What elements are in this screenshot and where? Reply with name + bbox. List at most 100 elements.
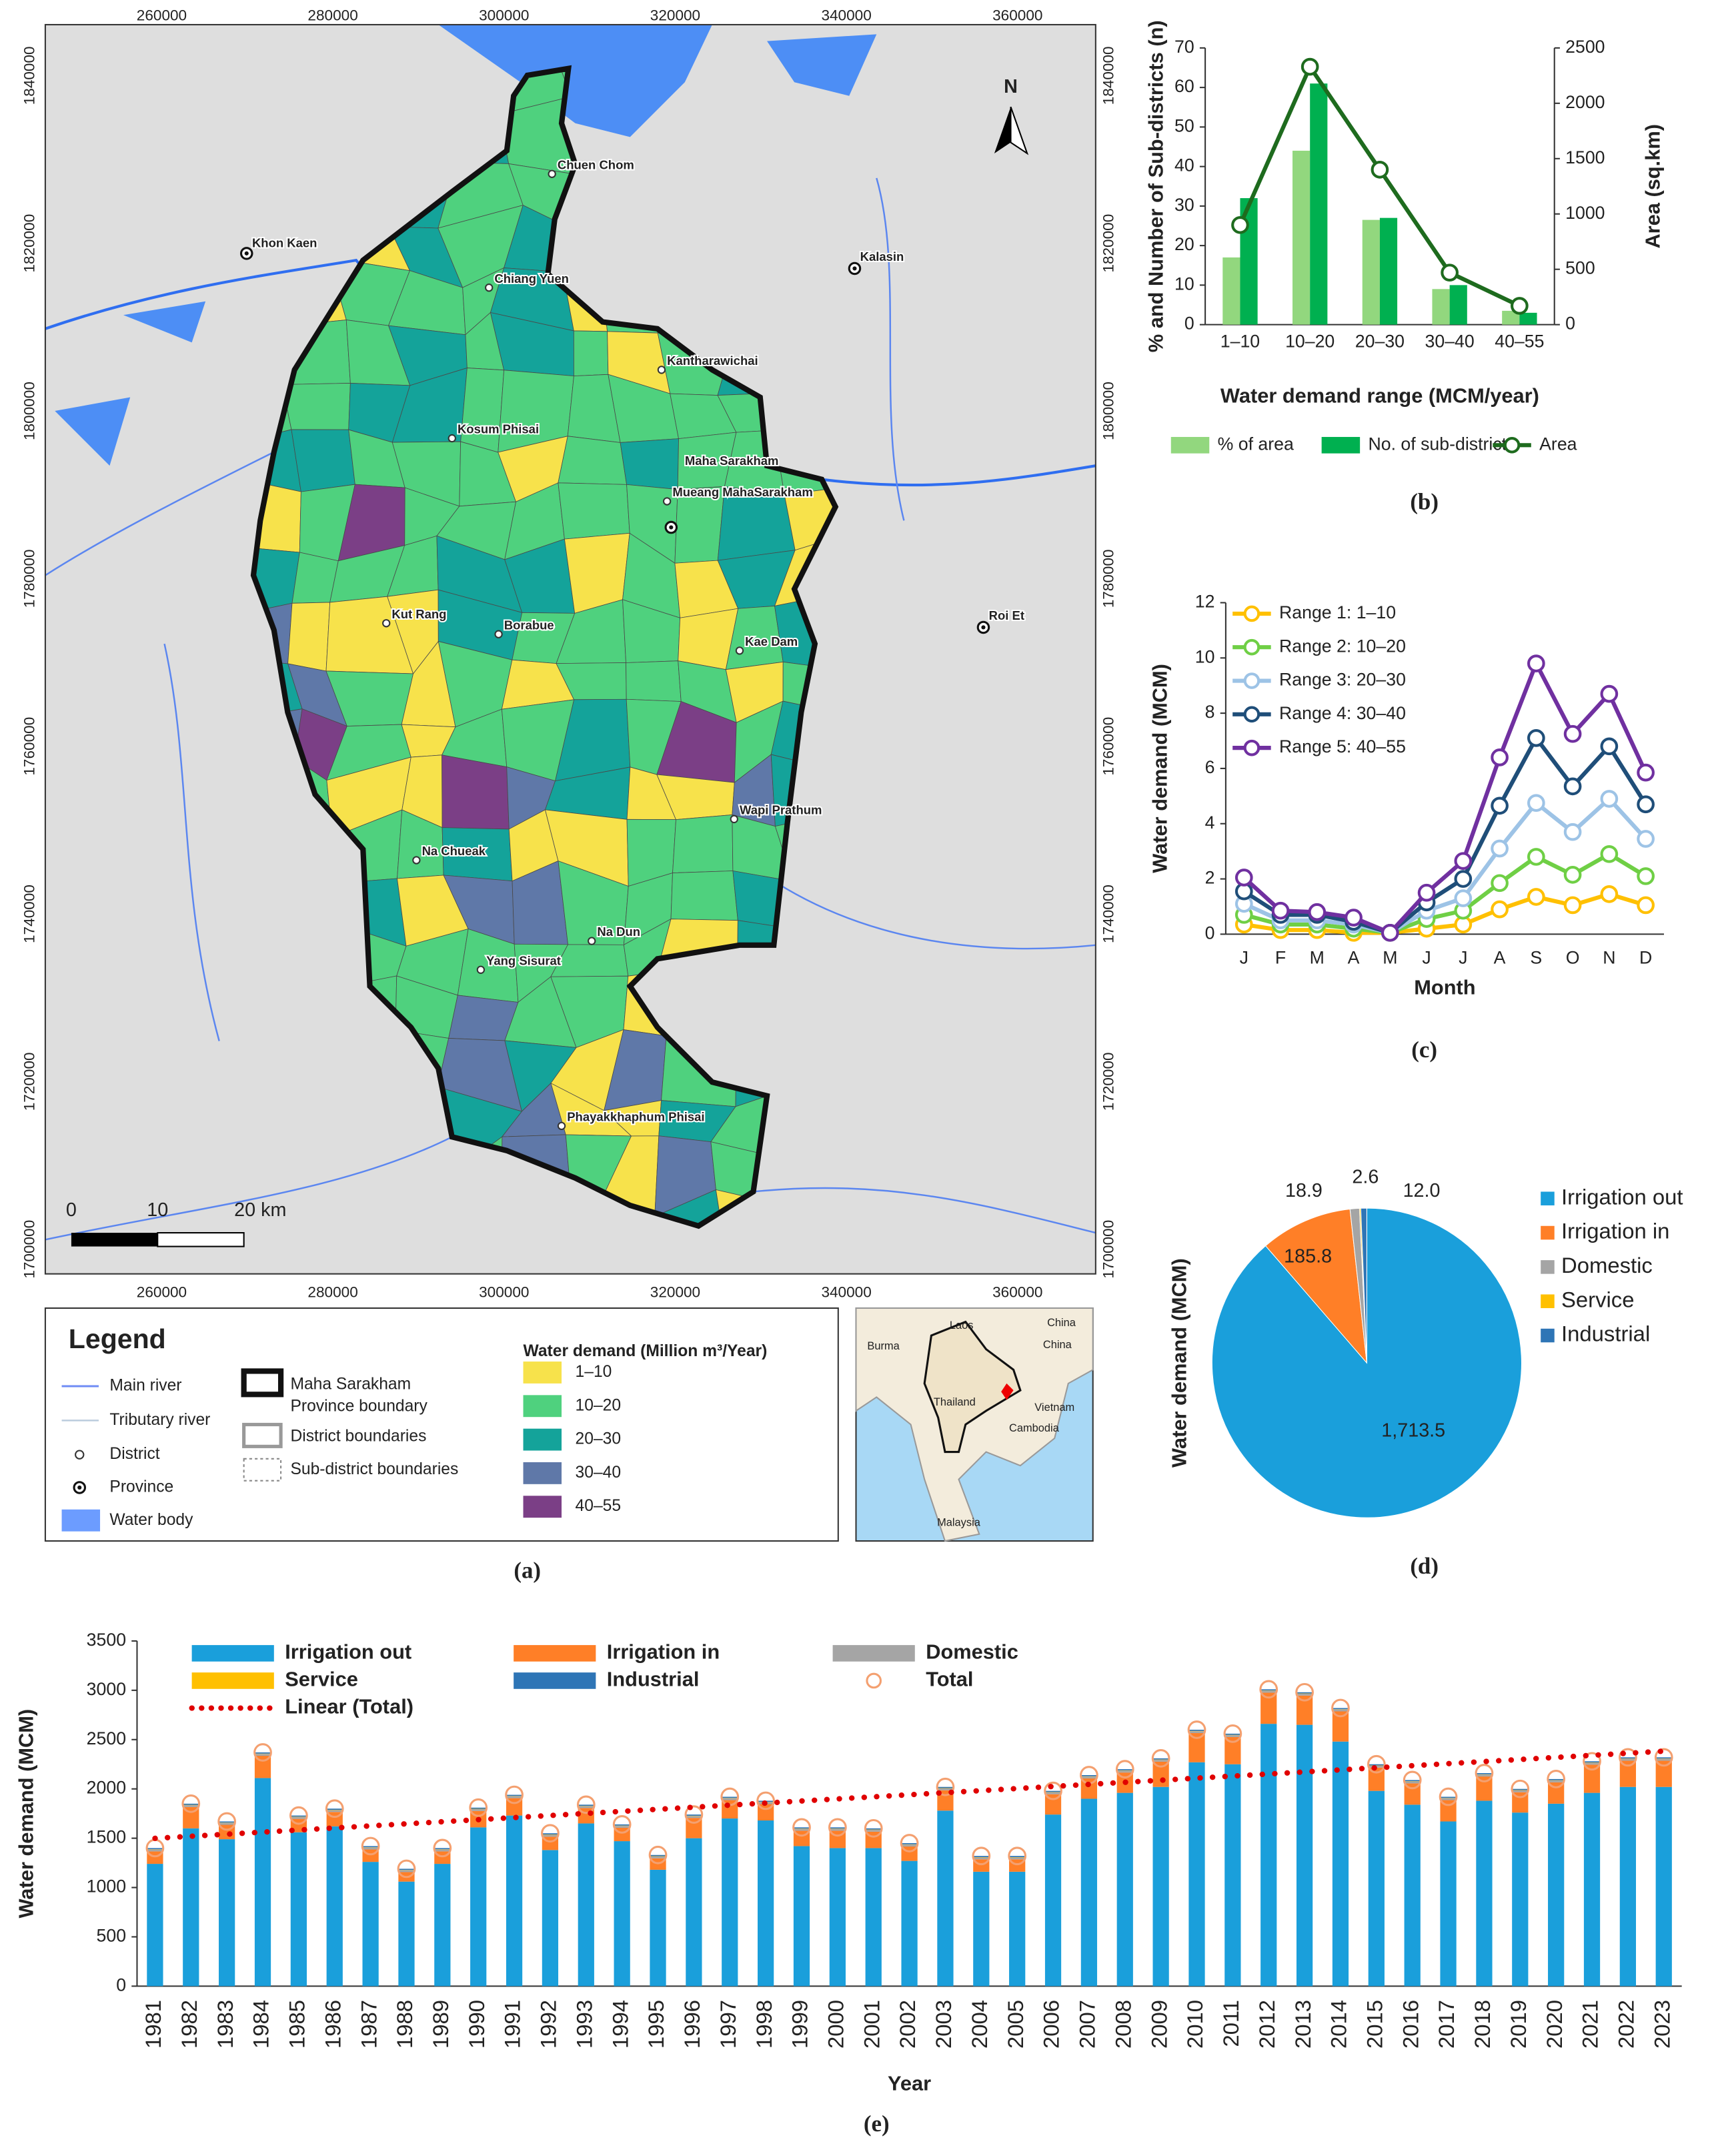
district-label: Na Chueak <box>422 844 486 858</box>
legend-label: Domestic <box>1561 1253 1653 1277</box>
district-label: Borabue <box>504 618 554 632</box>
x-tick-label: 2010 <box>1182 2000 1207 2049</box>
x-tick-label: 1993 <box>572 2000 596 2049</box>
legend-text: District <box>109 1445 159 1463</box>
bar <box>470 1807 487 1809</box>
caption: (e) <box>864 2111 890 2137</box>
caption: (b) <box>1410 489 1439 515</box>
province-label: Roi Et <box>989 608 1024 622</box>
legend-symbol <box>242 1422 283 1448</box>
bar <box>1512 1788 1529 1790</box>
sub-district <box>442 754 510 830</box>
inset-label: China <box>1043 1339 1072 1351</box>
x-tick-label: 1999 <box>788 2000 812 2049</box>
x-tick-label: 2016 <box>1398 2000 1423 2049</box>
bar <box>290 1815 307 1817</box>
point <box>1563 896 1582 915</box>
x-tick-label: 2013 <box>1291 2000 1315 2049</box>
bar <box>470 1827 487 1987</box>
y-tick-label: 1000 <box>87 1876 126 1897</box>
y-tick-label: 20 <box>1174 234 1194 254</box>
value-label: 1,713.5 <box>1381 1420 1445 1441</box>
y2-tick-label: 1500 <box>1565 147 1605 167</box>
map-x-tick: 340000 <box>821 1283 871 1300</box>
district-marker <box>485 284 494 292</box>
scale-bar <box>157 1232 245 1247</box>
x-tick-label: 20–30 <box>1355 331 1405 351</box>
inset-label: Laos <box>950 1319 974 1331</box>
total-marker <box>936 1777 955 1796</box>
total-marker <box>541 1824 560 1843</box>
legend-swatch <box>866 1672 882 1689</box>
legend-swatch <box>832 1645 915 1662</box>
y-axis-title: Water demand (MCM) <box>1148 664 1172 873</box>
bar <box>1440 1798 1457 1800</box>
map-x-tick: 360000 <box>992 7 1042 24</box>
bar <box>254 1754 271 1756</box>
bar <box>1009 1857 1026 1860</box>
x-tick-label: A <box>1494 947 1506 967</box>
total-marker <box>1151 1749 1170 1768</box>
map-y-tick: 1780000 <box>21 549 37 608</box>
x-tick-label: 2009 <box>1146 2000 1171 2049</box>
bar <box>1152 1758 1169 1760</box>
legend-swatch <box>1243 706 1260 723</box>
bar <box>1009 1871 1026 1987</box>
total-marker <box>792 1818 811 1837</box>
bar <box>1224 1733 1241 1735</box>
x-tick-label: 1992 <box>536 2000 561 2049</box>
caption: (c) <box>1411 1037 1437 1063</box>
bar <box>1332 1741 1349 1987</box>
x-tick-label: 1986 <box>320 2000 345 2049</box>
bar <box>1044 1790 1062 1792</box>
total-marker <box>1654 1748 1673 1767</box>
total-marker <box>1259 1680 1278 1699</box>
x-tick-label: 1988 <box>392 2000 417 2049</box>
point <box>1600 845 1619 863</box>
legend-symbol <box>243 1458 282 1482</box>
district-marker <box>448 434 456 443</box>
y-tick-label: 2 <box>1205 868 1215 888</box>
x-tick-label: 1997 <box>716 2000 740 2049</box>
bar <box>398 1868 415 1870</box>
north-label: N <box>1004 76 1018 97</box>
total-marker <box>181 1794 201 1813</box>
point <box>1491 874 1509 893</box>
total-marker <box>1547 1770 1566 1788</box>
total-marker <box>576 1795 596 1814</box>
point <box>1563 724 1582 743</box>
point <box>1454 852 1473 871</box>
province-marker <box>669 525 674 530</box>
inset-label: Thailand <box>934 1396 976 1408</box>
point <box>1637 795 1655 814</box>
y-tick-label: 0 <box>116 1975 126 1995</box>
x-tick-label: 1995 <box>644 2000 668 2049</box>
point <box>1454 870 1473 888</box>
bar <box>1583 1792 1601 1987</box>
legend-label: Range 1: 1–10 <box>1279 602 1396 622</box>
district-label: Chuen Chom <box>558 157 634 171</box>
x-tick-label: 2002 <box>895 2000 920 2049</box>
y-tick-label: 3000 <box>87 1679 126 1699</box>
point <box>1600 737 1619 756</box>
bar <box>686 1814 702 1816</box>
y-tick-label: 3500 <box>87 1630 126 1650</box>
bar <box>973 1857 990 1860</box>
point <box>1491 748 1509 766</box>
x-tick-label: M <box>1310 947 1325 967</box>
class-label: 10–20 <box>576 1396 621 1414</box>
map-x-tick: 260000 <box>137 1283 187 1300</box>
legend-subtitle: Water demand (Million m³/Year) <box>524 1342 768 1360</box>
province-label: Maha Sarakham <box>685 454 779 468</box>
bar <box>506 1794 523 1796</box>
legend-swatch <box>191 1645 274 1662</box>
x-axis-title: Year <box>888 2071 931 2095</box>
bar <box>865 1828 882 1830</box>
total-marker <box>1619 1748 1637 1767</box>
legend-label: Industrial <box>607 1668 700 1691</box>
bar <box>1188 1731 1205 1734</box>
point <box>1527 794 1545 813</box>
legend-label: Irrigation in <box>1561 1219 1669 1243</box>
y-tick-label: 0 <box>1184 314 1194 334</box>
